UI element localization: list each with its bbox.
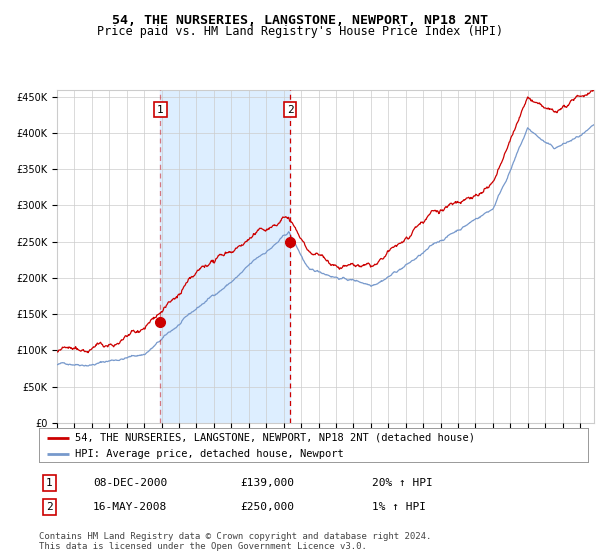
Text: Contains HM Land Registry data © Crown copyright and database right 2024.
This d: Contains HM Land Registry data © Crown c…: [39, 532, 431, 552]
Text: 54, THE NURSERIES, LANGSTONE, NEWPORT, NP18 2NT (detached house): 54, THE NURSERIES, LANGSTONE, NEWPORT, N…: [74, 433, 475, 443]
Text: 2: 2: [46, 502, 53, 512]
Bar: [160, 90, 290, 423]
Text: 16-MAY-2008: 16-MAY-2008: [93, 502, 167, 512]
Text: 08-DEC-2000: 08-DEC-2000: [93, 478, 167, 488]
Text: 1: 1: [46, 478, 53, 488]
Text: Price paid vs. HM Land Registry's House Price Index (HPI): Price paid vs. HM Land Registry's House …: [97, 25, 503, 38]
Text: 1% ↑ HPI: 1% ↑ HPI: [372, 502, 426, 512]
Text: 20% ↑ HPI: 20% ↑ HPI: [372, 478, 433, 488]
Text: 1: 1: [157, 105, 164, 115]
Text: £139,000: £139,000: [240, 478, 294, 488]
Text: 2: 2: [287, 105, 293, 115]
Text: £250,000: £250,000: [240, 502, 294, 512]
Text: 54, THE NURSERIES, LANGSTONE, NEWPORT, NP18 2NT: 54, THE NURSERIES, LANGSTONE, NEWPORT, N…: [112, 14, 488, 27]
Text: HPI: Average price, detached house, Newport: HPI: Average price, detached house, Newp…: [74, 449, 343, 459]
